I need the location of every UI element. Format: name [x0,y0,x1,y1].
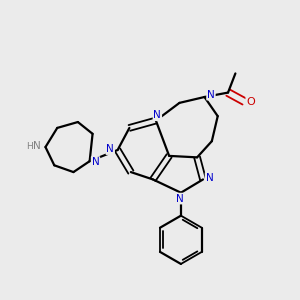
Text: H: H [26,142,33,151]
Text: N: N [176,194,183,204]
Text: O: O [246,97,255,107]
Text: N: N [154,110,161,120]
Text: N: N [207,90,215,100]
Text: N: N [33,142,41,152]
Text: N: N [106,144,114,154]
Text: N: N [92,157,99,167]
Text: N: N [206,173,213,183]
